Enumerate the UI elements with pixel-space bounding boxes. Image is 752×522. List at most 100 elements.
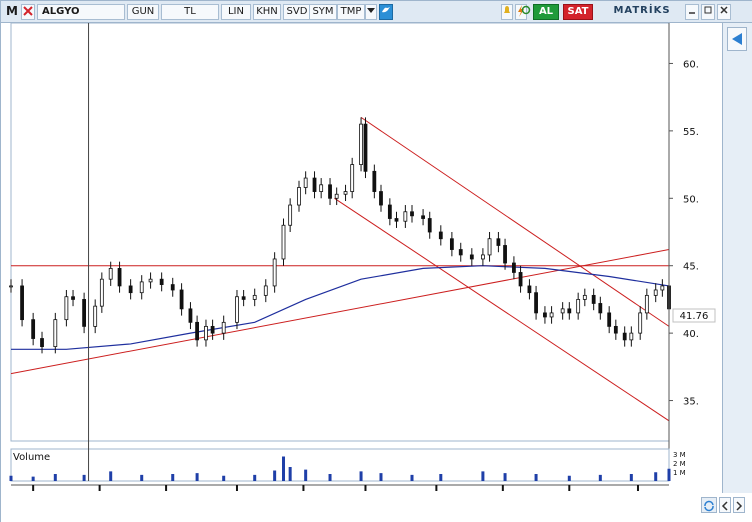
price-candle xyxy=(591,294,596,304)
volume-bar xyxy=(667,468,671,481)
volume-title: Volume xyxy=(13,452,50,463)
moving-average-line xyxy=(11,265,670,350)
sym-button[interactable]: SYM xyxy=(309,4,337,20)
period-button[interactable]: GUN xyxy=(127,4,159,20)
price-candle xyxy=(613,325,618,334)
price-candle xyxy=(117,268,122,287)
price-candle xyxy=(560,308,565,314)
price-candle xyxy=(527,285,532,294)
price-candle xyxy=(128,285,133,294)
price-candle xyxy=(82,299,87,327)
tmp-button[interactable]: TMP xyxy=(337,4,365,20)
price-candle xyxy=(363,123,368,172)
volume-bar xyxy=(273,470,277,481)
price-candle xyxy=(644,294,649,314)
khn-button[interactable]: KHN xyxy=(253,4,281,20)
price-candle xyxy=(241,296,246,300)
volume-tick-label: 2 M xyxy=(673,460,686,468)
price-candle xyxy=(372,170,377,192)
trend-line xyxy=(334,197,670,422)
symbol-field[interactable]: ALGYO xyxy=(37,4,125,20)
volume-bar xyxy=(503,473,507,481)
volume-bar xyxy=(328,474,332,481)
price-candle xyxy=(512,262,516,273)
price-candle xyxy=(328,184,332,199)
volume-bar xyxy=(304,469,308,481)
price-candle xyxy=(622,332,627,341)
price-candle xyxy=(334,193,339,199)
price-candle xyxy=(379,191,383,206)
scroll-right-button[interactable] xyxy=(733,497,745,513)
price-candle xyxy=(40,338,44,348)
y-tick-label: 35. xyxy=(683,397,699,408)
price-candle xyxy=(148,278,153,283)
price-candle xyxy=(71,296,75,300)
price-candle xyxy=(598,303,603,314)
y-tick-label: 50. xyxy=(683,194,699,205)
price-candle xyxy=(638,312,643,334)
currency-button[interactable]: TL xyxy=(161,4,219,20)
price-candle xyxy=(159,278,164,285)
price-candle xyxy=(660,285,665,291)
price-candle xyxy=(170,284,175,291)
price-candle xyxy=(350,164,355,192)
price-candle xyxy=(303,177,308,188)
close-window-icon[interactable] xyxy=(717,4,731,20)
volume-bar xyxy=(439,474,443,481)
y-tick-label: 40. xyxy=(683,329,699,340)
bottom-bar xyxy=(1,493,752,522)
dropdown-arrow-icon[interactable] xyxy=(365,4,377,20)
sell-button[interactable]: SAT xyxy=(563,4,593,20)
back-arrow-button[interactable] xyxy=(727,27,747,51)
sync-icon[interactable] xyxy=(701,497,717,513)
price-candle xyxy=(543,312,547,318)
x-icon xyxy=(23,6,33,16)
close-symbol-icon[interactable] xyxy=(21,4,35,20)
m-logo-button[interactable]: M xyxy=(6,4,18,18)
price-candle xyxy=(534,292,538,314)
y-tick-label: 60. xyxy=(683,59,699,70)
price-candle xyxy=(312,177,317,192)
price-candle xyxy=(9,285,13,288)
volume-bar xyxy=(82,474,86,481)
price-candle xyxy=(204,325,208,341)
price-candle xyxy=(281,224,286,260)
price-candle xyxy=(108,268,113,280)
volume-bar xyxy=(282,456,286,481)
price-candle xyxy=(263,285,268,296)
price-candle xyxy=(449,238,454,250)
y-tick-label: 45. xyxy=(683,262,699,273)
price-candle xyxy=(288,204,293,226)
price-candle xyxy=(480,254,485,260)
price-candle xyxy=(188,308,193,323)
price-candle xyxy=(394,218,399,222)
flash-icon[interactable] xyxy=(515,4,527,20)
price-candle xyxy=(195,321,200,341)
price-candle xyxy=(487,238,492,256)
last-price-box xyxy=(672,308,716,323)
maximize-icon[interactable] xyxy=(701,4,715,20)
volume-bar xyxy=(9,475,13,481)
alarm-icon[interactable] xyxy=(501,4,513,20)
price-candle xyxy=(653,289,658,296)
twitter-icon[interactable] xyxy=(379,4,393,20)
volume-bar xyxy=(654,472,658,481)
minimize-icon[interactable] xyxy=(685,4,699,20)
refresh-icon[interactable] xyxy=(521,4,531,20)
price-candle xyxy=(20,285,24,321)
plot-area xyxy=(10,22,670,442)
volume-bar xyxy=(195,473,199,481)
volume-bar xyxy=(288,467,292,481)
price-candle xyxy=(582,294,587,300)
price-candle xyxy=(387,204,392,219)
price-candle xyxy=(496,238,501,246)
price-candle xyxy=(576,299,581,314)
scale-button[interactable]: LIN xyxy=(221,4,251,20)
buy-button[interactable]: AL xyxy=(533,4,559,20)
scroll-left-button[interactable] xyxy=(719,497,731,513)
volume-bar xyxy=(379,473,383,481)
volume-tick-label: 3 M xyxy=(673,451,686,459)
volume-bar xyxy=(253,474,257,481)
